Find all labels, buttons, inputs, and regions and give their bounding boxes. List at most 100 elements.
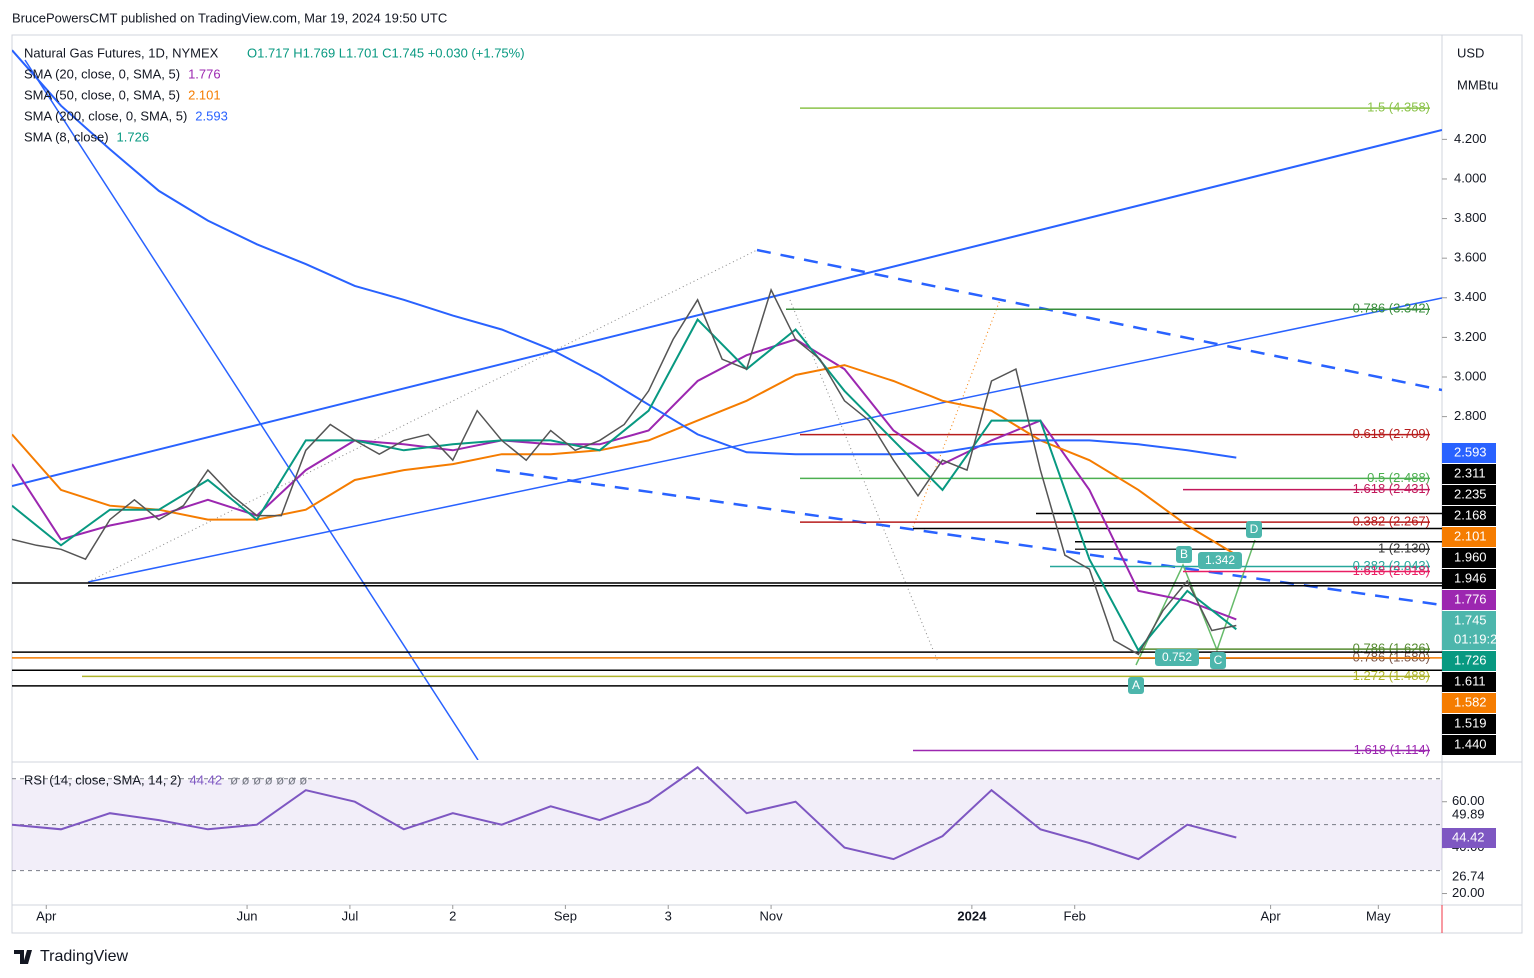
fib-label: 0.382 (2.267) (1353, 514, 1430, 529)
fib-label: 0.382 (2.043) (1353, 558, 1430, 573)
rsi-empty: ø ø ø ø ø ø ø (230, 772, 307, 787)
fib-label: 1.618 (2.431) (1353, 481, 1430, 496)
logo-icon (14, 950, 32, 964)
ratio-label: 1.342 (1205, 553, 1235, 567)
price-badge (1442, 651, 1496, 671)
price-badge (1442, 443, 1496, 463)
x-tick-label: Feb (1064, 908, 1086, 923)
rsi-pane (12, 766, 1442, 872)
price-badge-label: 1.745 (1454, 612, 1487, 627)
legend-value: 2.593 (195, 108, 228, 123)
price-badge (1442, 590, 1496, 610)
fib-label: 0.786 (3.342) (1353, 301, 1430, 316)
price-badge-label: 1.776 (1454, 591, 1487, 606)
ratio-box (1155, 649, 1199, 666)
brand: TradingView (40, 948, 128, 965)
fib-label: 1.618 (1.114) (1354, 742, 1430, 757)
pattern-point-label: D (1250, 522, 1259, 536)
price-badge-label: 1.519 (1454, 715, 1487, 730)
fib-label: 0.618 (2.709) (1353, 426, 1430, 441)
price-pane: 1.5 (4.358) 0.786 (3.342) 0.618 (2.709) 0.5… (12, 49, 1442, 757)
rsi-badge (1442, 828, 1496, 848)
dotted-line (912, 299, 1001, 528)
price-badge (1442, 506, 1496, 526)
sma-line (12, 317, 1237, 653)
unit: MMBtu (1457, 77, 1498, 92)
x-tick-label: Jun (237, 908, 258, 923)
x-tick-label: Apr (36, 908, 57, 923)
x-tick-label: Apr (1260, 908, 1281, 923)
rsi-value: 44.42 (190, 772, 223, 787)
rsi-tick-label: 20.00 (1452, 885, 1485, 900)
rsi-level-label: 26.74 (1452, 868, 1485, 883)
price-badge (1442, 735, 1496, 755)
price-badge-label: 1.946 (1454, 570, 1487, 585)
price-badge (1442, 693, 1496, 713)
legend-name: SMA (8, close) (24, 129, 109, 144)
fib-label: 1.5 (4.358) (1367, 100, 1430, 115)
price-badge (1442, 611, 1496, 650)
x-tick-label: 2024 (957, 908, 987, 923)
logo (14, 950, 32, 964)
pattern-point (1246, 521, 1262, 538)
x-tick-label: Jul (342, 908, 359, 923)
ohlc: O1.717 H1.769 L1.701 C1.745 +0.030 (+1.7… (247, 45, 525, 60)
pattern-point-label: C (1214, 653, 1223, 667)
frame (11, 34, 1523, 934)
x-tick-label: 2 (449, 908, 456, 923)
price-badge (1442, 527, 1496, 547)
price-badge (1442, 464, 1496, 484)
price-badge (1442, 569, 1496, 589)
trendline (12, 129, 1442, 487)
legend-value: 2.101 (188, 87, 221, 102)
price-badge-label: 2.311 (1454, 465, 1486, 480)
y-tick-label: 4.200 (1454, 131, 1487, 146)
chart-title: Natural Gas Futures, 1D, NYMEX (24, 45, 219, 60)
rsi-line (12, 766, 1237, 861)
rsi-level-label: 49.89 (1452, 806, 1485, 821)
legend-value: 1.776 (188, 66, 221, 81)
dashed-trendline (756, 248, 1442, 392)
rsi-title: RSI (14, close, SMA, 14, 2) (24, 772, 182, 787)
pattern-point-label: B (1180, 547, 1188, 561)
legend-name: SMA (50, close, 0, SMA, 5) (24, 87, 180, 102)
trendline (87, 297, 1442, 583)
ratio-label: 0.752 (1162, 650, 1192, 664)
price-badge-label: 2.168 (1454, 507, 1487, 522)
price-badge-label: 2.101 (1454, 528, 1487, 543)
pattern-point (1210, 652, 1226, 669)
fib-label: 1 (2.130) (1378, 541, 1430, 556)
fib-label: 0.5 (2.488) (1367, 470, 1430, 485)
x-tick-label: Nov (760, 908, 784, 923)
sma-line (12, 338, 1237, 621)
dotted-line (87, 249, 758, 583)
pattern-point-label: A (1132, 678, 1140, 692)
y-tick-label: 3.800 (1454, 210, 1487, 225)
price-badge-label: 1.440 (1454, 736, 1487, 751)
price-badge (1442, 548, 1496, 568)
rsi-badge-label: 44.42 (1452, 829, 1485, 844)
rsi-tick-label: 60.00 (1452, 793, 1485, 808)
price-badge-label: 2.235 (1454, 486, 1487, 501)
legend-value: 1.726 (117, 129, 150, 144)
header: BrucePowersCMT published on TradingView.… (12, 10, 447, 25)
overlay: Natural Gas Futures, 1D, NYMEX O1.717 H1.… (24, 45, 1505, 923)
price-badge-label: 1.611 (1454, 673, 1486, 688)
y-tick-label: 3.600 (1454, 250, 1487, 265)
y-tick-label: 3.000 (1454, 368, 1487, 383)
price-badge-label: 1.582 (1454, 694, 1487, 709)
countdown: 01:19:22 (1454, 631, 1505, 646)
price-badge-label: 2.593 (1454, 444, 1487, 459)
price-badge (1442, 485, 1496, 505)
x-tick-label: Sep (554, 908, 577, 923)
ratio-box (1198, 552, 1242, 569)
price-badge-label: 1.726 (1454, 652, 1487, 667)
pattern-point (1128, 677, 1144, 694)
trendline (24, 59, 479, 760)
y-tick-label: 2.800 (1454, 408, 1487, 423)
legend-name: SMA (200, close, 0, SMA, 5) (24, 108, 187, 123)
x-tick-label: 3 (665, 908, 672, 923)
price-line (12, 287, 1237, 656)
sma-line (12, 49, 1237, 459)
